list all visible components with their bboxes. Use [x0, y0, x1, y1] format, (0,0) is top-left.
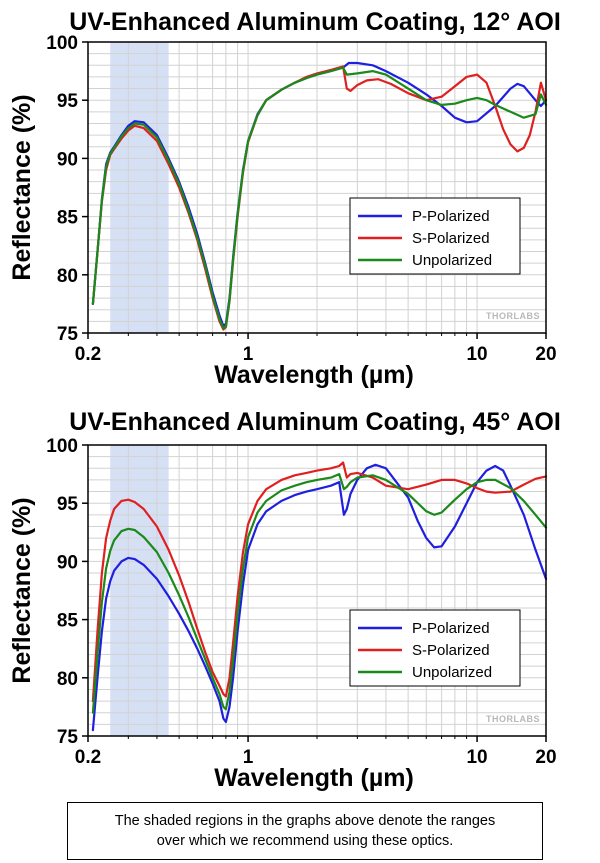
note-line-1: The shaded regions in the graphs above d…: [114, 813, 496, 829]
series-line-p: [91, 463, 548, 732]
x-tick-label: 0.2: [75, 344, 101, 365]
y-axis-label: Reflectance (%): [8, 94, 36, 280]
chart-12-aoi: UV-Enhanced Aluminum Coating, 12° AOI 75…: [8, 8, 561, 389]
y-tick-label: 90: [57, 149, 78, 170]
legend-label-p: P-Polarized: [412, 208, 490, 225]
shaded-region-note: The shaded regions in the graphs above d…: [67, 802, 543, 860]
watermark: THORLABS: [486, 311, 540, 321]
legend-box: [349, 609, 521, 687]
recommended-range-shade: [110, 42, 169, 333]
legend-entry-p: P-Polarized: [358, 620, 490, 637]
legend-box: [349, 197, 521, 275]
axis-ticks: 75 80 85 90 95 100 0.2 1 10 20: [46, 33, 556, 365]
series-line-s: [91, 461, 548, 703]
series-line-u: [91, 473, 548, 714]
y-tick-label: 95: [57, 494, 79, 515]
y-tick-label: 100: [46, 436, 78, 457]
chart-title: UV-Enhanced Aluminum Coating, 45° AOI: [69, 408, 561, 436]
gridlines: [88, 445, 546, 736]
x-axis-label: Wavelength (µm): [214, 361, 414, 389]
legend-label-u: Unpolarized: [412, 664, 492, 681]
y-tick-label: 75: [57, 324, 79, 345]
recommended-range-shade: [110, 445, 169, 736]
legend-entry-p: P-Polarized: [358, 208, 490, 225]
series-line-u: [91, 66, 548, 330]
legend-label-s: S-Polarized: [412, 230, 490, 247]
x-tick-label: 10: [466, 344, 487, 365]
x-tick-label: 1: [243, 747, 254, 768]
y-tick-label: 80: [57, 669, 78, 690]
x-tick-label: 20: [535, 747, 556, 768]
y-tick-label: 90: [57, 552, 78, 573]
legend: P-Polarized S-Polarized Unpolarized: [349, 609, 521, 687]
y-tick-label: 95: [57, 91, 79, 112]
note-line-2: over which we recommend using these opti…: [156, 833, 454, 849]
legend-label-p: P-Polarized: [412, 620, 490, 637]
chart-45-aoi: UV-Enhanced Aluminum Coating, 45° AOI 75…: [8, 408, 561, 792]
legend-entry-u: Unpolarized: [358, 664, 492, 681]
x-axis-label: Wavelength (µm): [214, 764, 414, 792]
y-tick-label: 100: [46, 33, 78, 54]
y-axis-label: Reflectance (%): [8, 497, 36, 683]
y-tick-label: 85: [57, 208, 79, 229]
legend-entry-s: S-Polarized: [358, 230, 490, 247]
data-lines: [91, 461, 548, 732]
x-tick-label: 20: [535, 344, 556, 365]
gridlines: [88, 42, 546, 333]
legend-label-s: S-Polarized: [412, 642, 490, 659]
legend: P-Polarized S-Polarized Unpolarized: [349, 197, 521, 275]
legend-entry-s: S-Polarized: [358, 642, 490, 659]
legend-entry-u: Unpolarized: [358, 252, 492, 269]
x-tick-label: 1: [243, 344, 254, 365]
y-tick-label: 85: [57, 611, 79, 632]
y-tick-label: 80: [57, 266, 78, 287]
data-lines: [91, 61, 548, 331]
chart-title: UV-Enhanced Aluminum Coating, 12° AOI: [69, 8, 561, 36]
x-tick-label: 0.2: [75, 747, 101, 768]
reflectance-charts: UV-Enhanced Aluminum Coating, 12° AOI 75…: [8, 8, 561, 792]
legend-label-u: Unpolarized: [412, 252, 492, 269]
watermark: THORLABS: [486, 714, 540, 724]
axis-ticks: 75 80 85 90 95 100 0.2 1 10 20: [46, 436, 556, 768]
y-tick-label: 75: [57, 727, 79, 748]
x-tick-label: 10: [466, 747, 487, 768]
